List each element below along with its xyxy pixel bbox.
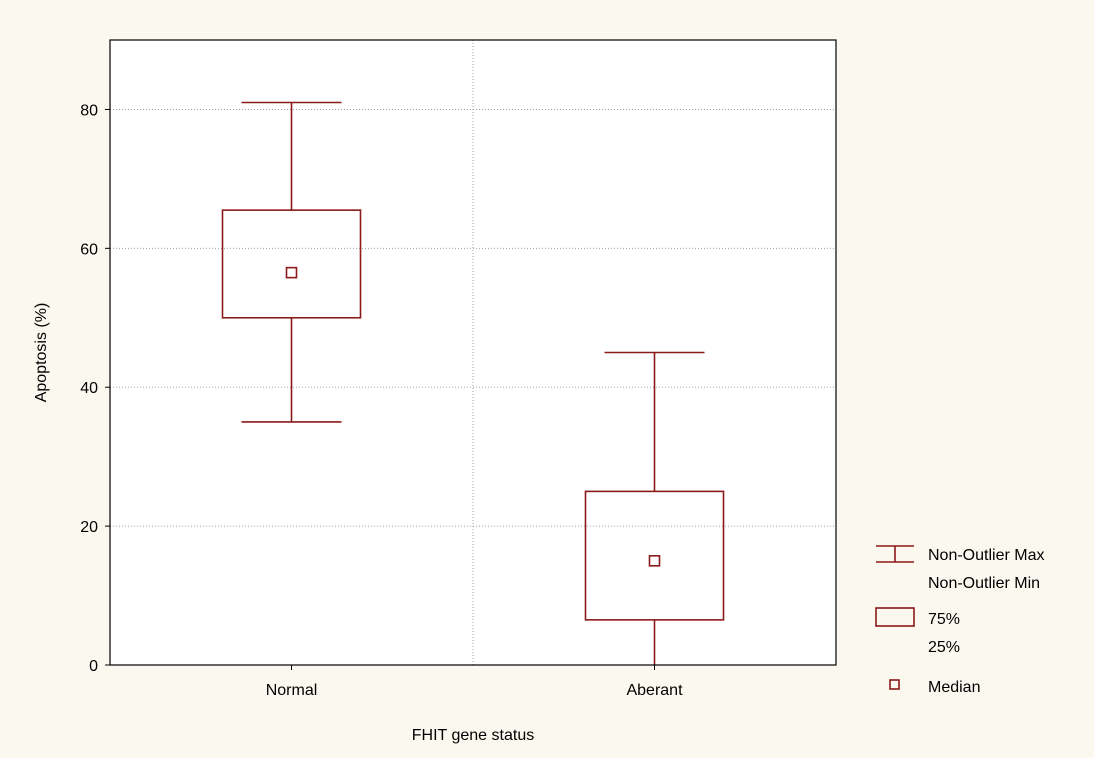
plot-frame	[109, 39, 837, 666]
y-tick-label: 80	[80, 102, 98, 119]
box-aberant	[584, 351, 725, 665]
legend-box-rect	[875, 607, 915, 627]
legend-label-median: Median	[928, 679, 980, 696]
legend-label-q1: 25%	[928, 639, 960, 656]
y-tick-label: 40	[80, 380, 98, 397]
median-marker	[285, 266, 298, 279]
y-tick-label: 60	[80, 241, 98, 258]
legend-median-symbol	[889, 679, 900, 690]
x-tick-label: Aberant	[626, 682, 683, 699]
legend-whisker-symbol	[876, 545, 914, 563]
box-normal	[221, 101, 362, 423]
legend-label-max: Non-Outlier Max	[928, 547, 1044, 564]
y-tick-label: 0	[89, 658, 98, 675]
y-axis-title: Apoptosis (%)	[33, 303, 50, 403]
box-series	[221, 101, 725, 665]
x-axis-title: FHIT gene status	[412, 727, 534, 744]
legend: Non-Outlier Max Non-Outlier Min 75% 25% …	[875, 545, 1044, 696]
legend-box-symbol	[875, 607, 915, 627]
x-tick-label: Normal	[266, 682, 318, 699]
iqr-box	[584, 490, 725, 621]
axis-ticks: 0 20 40 60 80 Normal Aberant	[80, 102, 683, 699]
legend-label-q3: 75%	[928, 611, 960, 628]
grid-lines	[110, 40, 836, 665]
y-tick-label: 20	[80, 519, 98, 536]
median-marker	[648, 555, 661, 567]
legend-label-min: Non-Outlier Min	[928, 575, 1040, 592]
legend-median-square	[889, 679, 900, 690]
iqr-box	[221, 209, 362, 319]
